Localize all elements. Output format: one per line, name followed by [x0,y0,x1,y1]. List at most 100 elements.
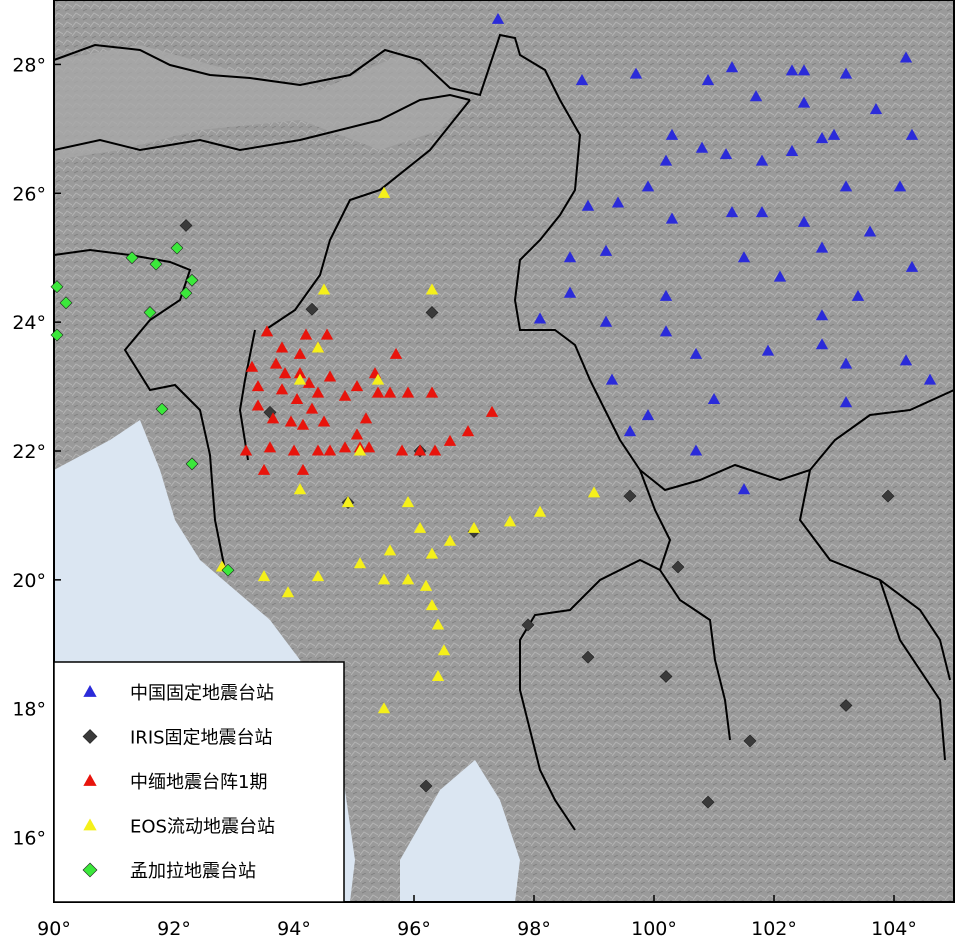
eos-station-marker [353,444,367,456]
chinamyanmar-station-marker [323,370,337,382]
china-station-marker [869,103,883,115]
china-station-marker [797,96,811,108]
iris-station-marker [425,306,439,319]
chinamyanmar-station-marker [413,444,427,456]
bangladesh-station-marker [185,273,199,287]
eos-station-marker [311,341,325,353]
china-station-marker [665,212,679,224]
china-station-marker [851,289,865,301]
iris-station-marker [743,734,757,748]
eos-station-marker [425,547,439,559]
eos-station-marker [431,670,445,682]
china-station-marker [773,270,787,282]
china-station-marker [839,396,853,408]
chinamyanmar-station-marker [287,444,301,456]
bangladesh-station-marker [185,457,199,471]
bangladesh-station-marker [125,251,139,265]
china-station-marker [755,206,769,218]
axis-ticks: 90° 92° 94° 96° 98° 100° 102° 104° 16° 18° 20° 22° 2… [12,54,917,940]
chinamyanmar-station-marker [275,341,289,353]
iris-station-marker [659,670,673,683]
chinamyanmar-station-marker [296,463,310,475]
chinamyanmar-station-marker [323,444,337,456]
china-station-marker [563,251,577,263]
eos-station-marker [431,618,445,630]
bangladesh-station-marker [50,280,64,294]
iris-station-marker [671,560,685,574]
chinamyanmar-station-marker [359,412,373,424]
chinamyanmar-station-marker [401,386,415,398]
chinamyanmar-station-marker [311,386,325,398]
chinamyanmar-station-marker [278,367,292,379]
chinamyanmar-station-marker [443,434,457,446]
iris-station-marker [305,302,319,316]
china-station-marker [641,409,655,421]
bangladesh-station-marker [170,241,184,255]
chinamyanmar-station-marker [275,383,289,395]
china-station-marker [665,128,679,140]
lon-tick-label: 94° [277,918,311,940]
chinamyanmar-station-marker [290,392,304,405]
china-station-marker [599,244,613,256]
chinamyanmar-station-marker [305,402,319,414]
plains-region [54,45,470,160]
eos-station-marker [377,702,391,714]
chinamyanmar-station-marker [302,376,316,388]
legend-iris-symbol [82,729,98,744]
eos-station-marker [293,483,307,495]
eos-station-marker [467,521,481,533]
china-station-marker [785,144,799,156]
eos-station-marker [383,544,397,556]
china-station-marker [905,128,919,140]
iris-station-marker [419,779,433,793]
china-station-marker [815,132,829,144]
iris-station-marker [839,699,853,712]
lon-tick-label: 96° [397,918,431,940]
chinamyanmar-station-marker [338,389,352,401]
bangladesh-station-marker [179,286,193,300]
station-markers [50,12,937,809]
legend-china-label: 中国固定地震台站 [130,683,274,704]
eos-station-marker [437,644,451,656]
china-station-marker [563,286,577,298]
lat-tick-label: 16° [12,828,46,850]
china-station-marker [533,312,547,324]
eos-station-marker [425,283,439,295]
china-station-marker [863,225,877,237]
china-station-marker [695,141,709,153]
legend-eos-symbol [83,818,97,831]
iris-station-marker [623,489,637,503]
china-station-marker [659,154,673,166]
lat-tick-label: 26° [12,183,46,205]
chinamyanmar-station-marker [320,328,334,340]
lon-tick-label: 98° [517,918,551,940]
lat-tick-label: 18° [12,699,46,721]
china-station-marker [893,180,907,192]
china-station-marker [725,206,739,218]
eos-station-marker [377,186,391,198]
china-station-marker [839,67,853,79]
lat-tick-label: 22° [12,441,46,463]
lat-tick-label: 28° [12,54,46,76]
china-station-marker [725,61,739,73]
legend-chinamyanmar-label: 中缅地震台阵1期 [130,772,267,793]
china-station-marker [749,90,763,102]
bangladesh-station-marker [155,402,169,416]
china-station-marker [839,357,853,369]
chinamyanmar-station-marker [296,418,310,430]
lon-tick-label: 104° [871,918,917,940]
bangladesh-station-marker [221,563,235,577]
eos-station-marker [413,521,427,533]
china-station-marker [755,154,769,166]
china-station-marker [689,347,703,359]
eos-station-marker [419,579,433,591]
china-station-marker [761,344,775,356]
chinamyanmar-station-marker [293,347,307,359]
chinamyanmar-station-marker [350,428,364,440]
legend-bangladesh-label: 孟加拉地震台站 [130,861,256,882]
eos-station-marker [443,534,457,546]
china-station-marker [815,241,829,253]
eos-station-marker [281,586,295,598]
eos-station-marker [257,570,271,582]
